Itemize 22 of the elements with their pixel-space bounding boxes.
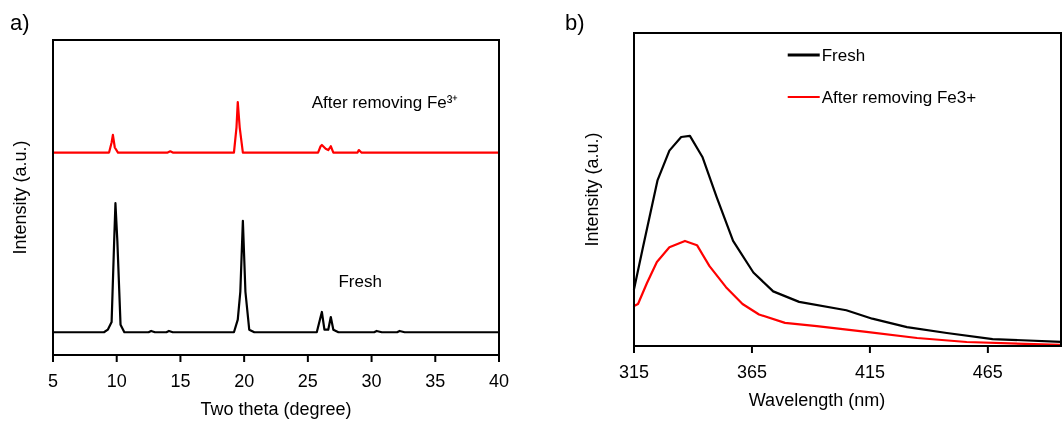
x-tick-label: 10 xyxy=(106,371,127,391)
x-axis-title: Wavelength (nm) xyxy=(748,390,886,410)
x-axis-title: Two theta (degree) xyxy=(200,399,352,419)
x-tick-label: 30 xyxy=(361,371,382,391)
text: After removing Fe³⁺ xyxy=(311,92,459,112)
x-tick-label: 365 xyxy=(736,362,767,382)
y-axis-title: Intensity (a.u.) xyxy=(582,132,602,247)
x-tick-label: 5 xyxy=(47,371,59,391)
x-tick-label: 315 xyxy=(618,362,650,382)
series-label: Fresh xyxy=(338,272,382,292)
legend-label: After removing Fe3+ xyxy=(821,88,977,107)
y-axis-title: Intensity (a.u.) xyxy=(10,140,30,255)
x-tick-label: 20 xyxy=(234,371,255,391)
x-tick-label: 40 xyxy=(488,371,510,391)
x-tick-label: 415 xyxy=(854,362,885,382)
x-tick-label: 25 xyxy=(297,371,318,391)
x-tick-label: 465 xyxy=(972,362,1003,382)
chart-title: b) xyxy=(565,10,585,35)
chart-title: a) xyxy=(10,10,30,35)
legend-label: Fresh xyxy=(821,46,866,65)
x-tick-label: 35 xyxy=(425,371,446,391)
x-tick-label: 15 xyxy=(170,371,191,391)
